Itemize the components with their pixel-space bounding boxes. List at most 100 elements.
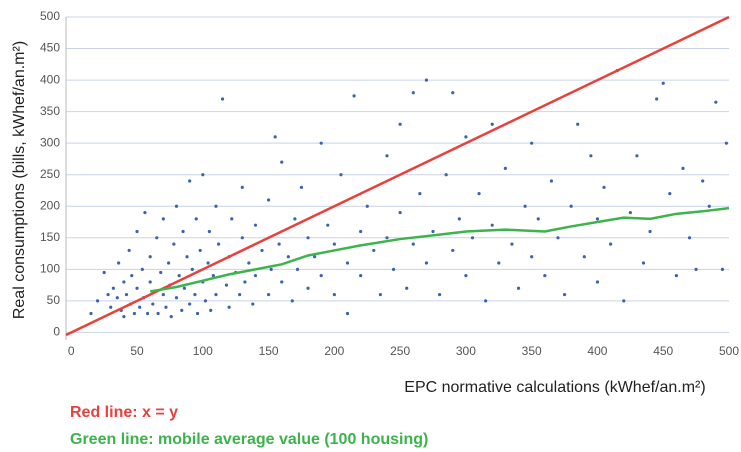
point	[290, 299, 294, 303]
y-tick-label: 350	[40, 104, 60, 118]
point	[398, 122, 402, 126]
point	[122, 280, 126, 284]
point	[609, 242, 613, 246]
x-tick-label: 450	[653, 344, 673, 358]
point	[523, 204, 527, 208]
point	[385, 154, 389, 158]
y-tick-label: 200	[40, 198, 60, 212]
point	[622, 299, 626, 303]
point	[306, 236, 310, 240]
point	[260, 248, 264, 253]
point	[230, 217, 234, 221]
point	[569, 204, 573, 208]
point	[582, 255, 586, 259]
y-tick-label: 100	[40, 262, 60, 276]
point	[106, 292, 110, 297]
x-tick-label: 300	[456, 344, 476, 358]
y-tick-label: 400	[40, 72, 60, 86]
point	[293, 217, 297, 221]
point	[167, 261, 171, 265]
point	[295, 267, 300, 271]
point	[345, 261, 350, 265]
point	[266, 198, 271, 202]
point	[172, 242, 176, 246]
point	[240, 236, 244, 240]
point	[253, 274, 258, 278]
point	[240, 185, 244, 189]
point	[411, 242, 415, 246]
point	[655, 97, 659, 101]
point	[194, 217, 198, 221]
y-tick-label: 250	[40, 167, 60, 181]
y-tick-label: 150	[40, 230, 60, 244]
point	[437, 292, 442, 297]
point	[148, 255, 152, 259]
point	[359, 229, 363, 234]
y-tick-label: 50	[47, 293, 61, 307]
point	[117, 261, 121, 265]
point	[247, 261, 251, 265]
point	[201, 173, 205, 177]
point	[431, 229, 435, 234]
x-axis-title: EPC normative calculations (kWhef/an.m²)	[404, 379, 705, 396]
point	[319, 274, 323, 278]
point	[372, 248, 376, 253]
point	[238, 292, 242, 297]
point	[405, 286, 409, 290]
point	[206, 261, 210, 265]
point	[135, 229, 139, 234]
point	[299, 185, 304, 189]
point	[227, 305, 231, 309]
point	[503, 166, 507, 171]
point	[424, 78, 429, 82]
point	[510, 242, 514, 246]
point	[378, 292, 382, 297]
point	[562, 292, 567, 297]
point	[648, 229, 652, 234]
point	[530, 255, 534, 259]
point	[444, 173, 448, 177]
point	[243, 280, 247, 284]
point	[95, 299, 100, 303]
line	[65, 15, 730, 337]
point	[209, 308, 213, 312]
point	[190, 267, 194, 271]
point	[214, 204, 218, 208]
point	[720, 267, 725, 271]
point	[109, 305, 113, 309]
point	[127, 248, 131, 253]
point	[490, 122, 494, 126]
point	[161, 292, 165, 297]
point	[169, 315, 173, 319]
point	[635, 154, 639, 158]
point	[216, 242, 221, 246]
point	[332, 292, 336, 297]
y-tick-label: 450	[40, 41, 60, 55]
point	[115, 296, 119, 300]
point	[352, 94, 356, 98]
point	[143, 210, 147, 215]
point	[135, 286, 139, 290]
point	[286, 255, 290, 259]
point	[345, 311, 350, 316]
point	[180, 308, 184, 312]
point	[674, 274, 678, 278]
point	[556, 236, 560, 240]
point	[130, 274, 134, 278]
point	[214, 292, 218, 297]
point	[111, 286, 115, 290]
point	[326, 223, 330, 227]
point	[681, 166, 685, 171]
point	[628, 210, 632, 215]
point	[151, 302, 155, 306]
y-tick-label: 300	[40, 135, 60, 149]
point	[451, 91, 455, 95]
point	[339, 173, 343, 177]
point	[687, 236, 692, 240]
point	[224, 283, 229, 287]
point	[132, 311, 137, 316]
point	[266, 292, 271, 297]
y-axis-title: Real consumptions (bills, kWhef/an.m²)	[11, 41, 28, 319]
point	[457, 217, 461, 221]
x-tick-label: 250	[390, 344, 410, 358]
